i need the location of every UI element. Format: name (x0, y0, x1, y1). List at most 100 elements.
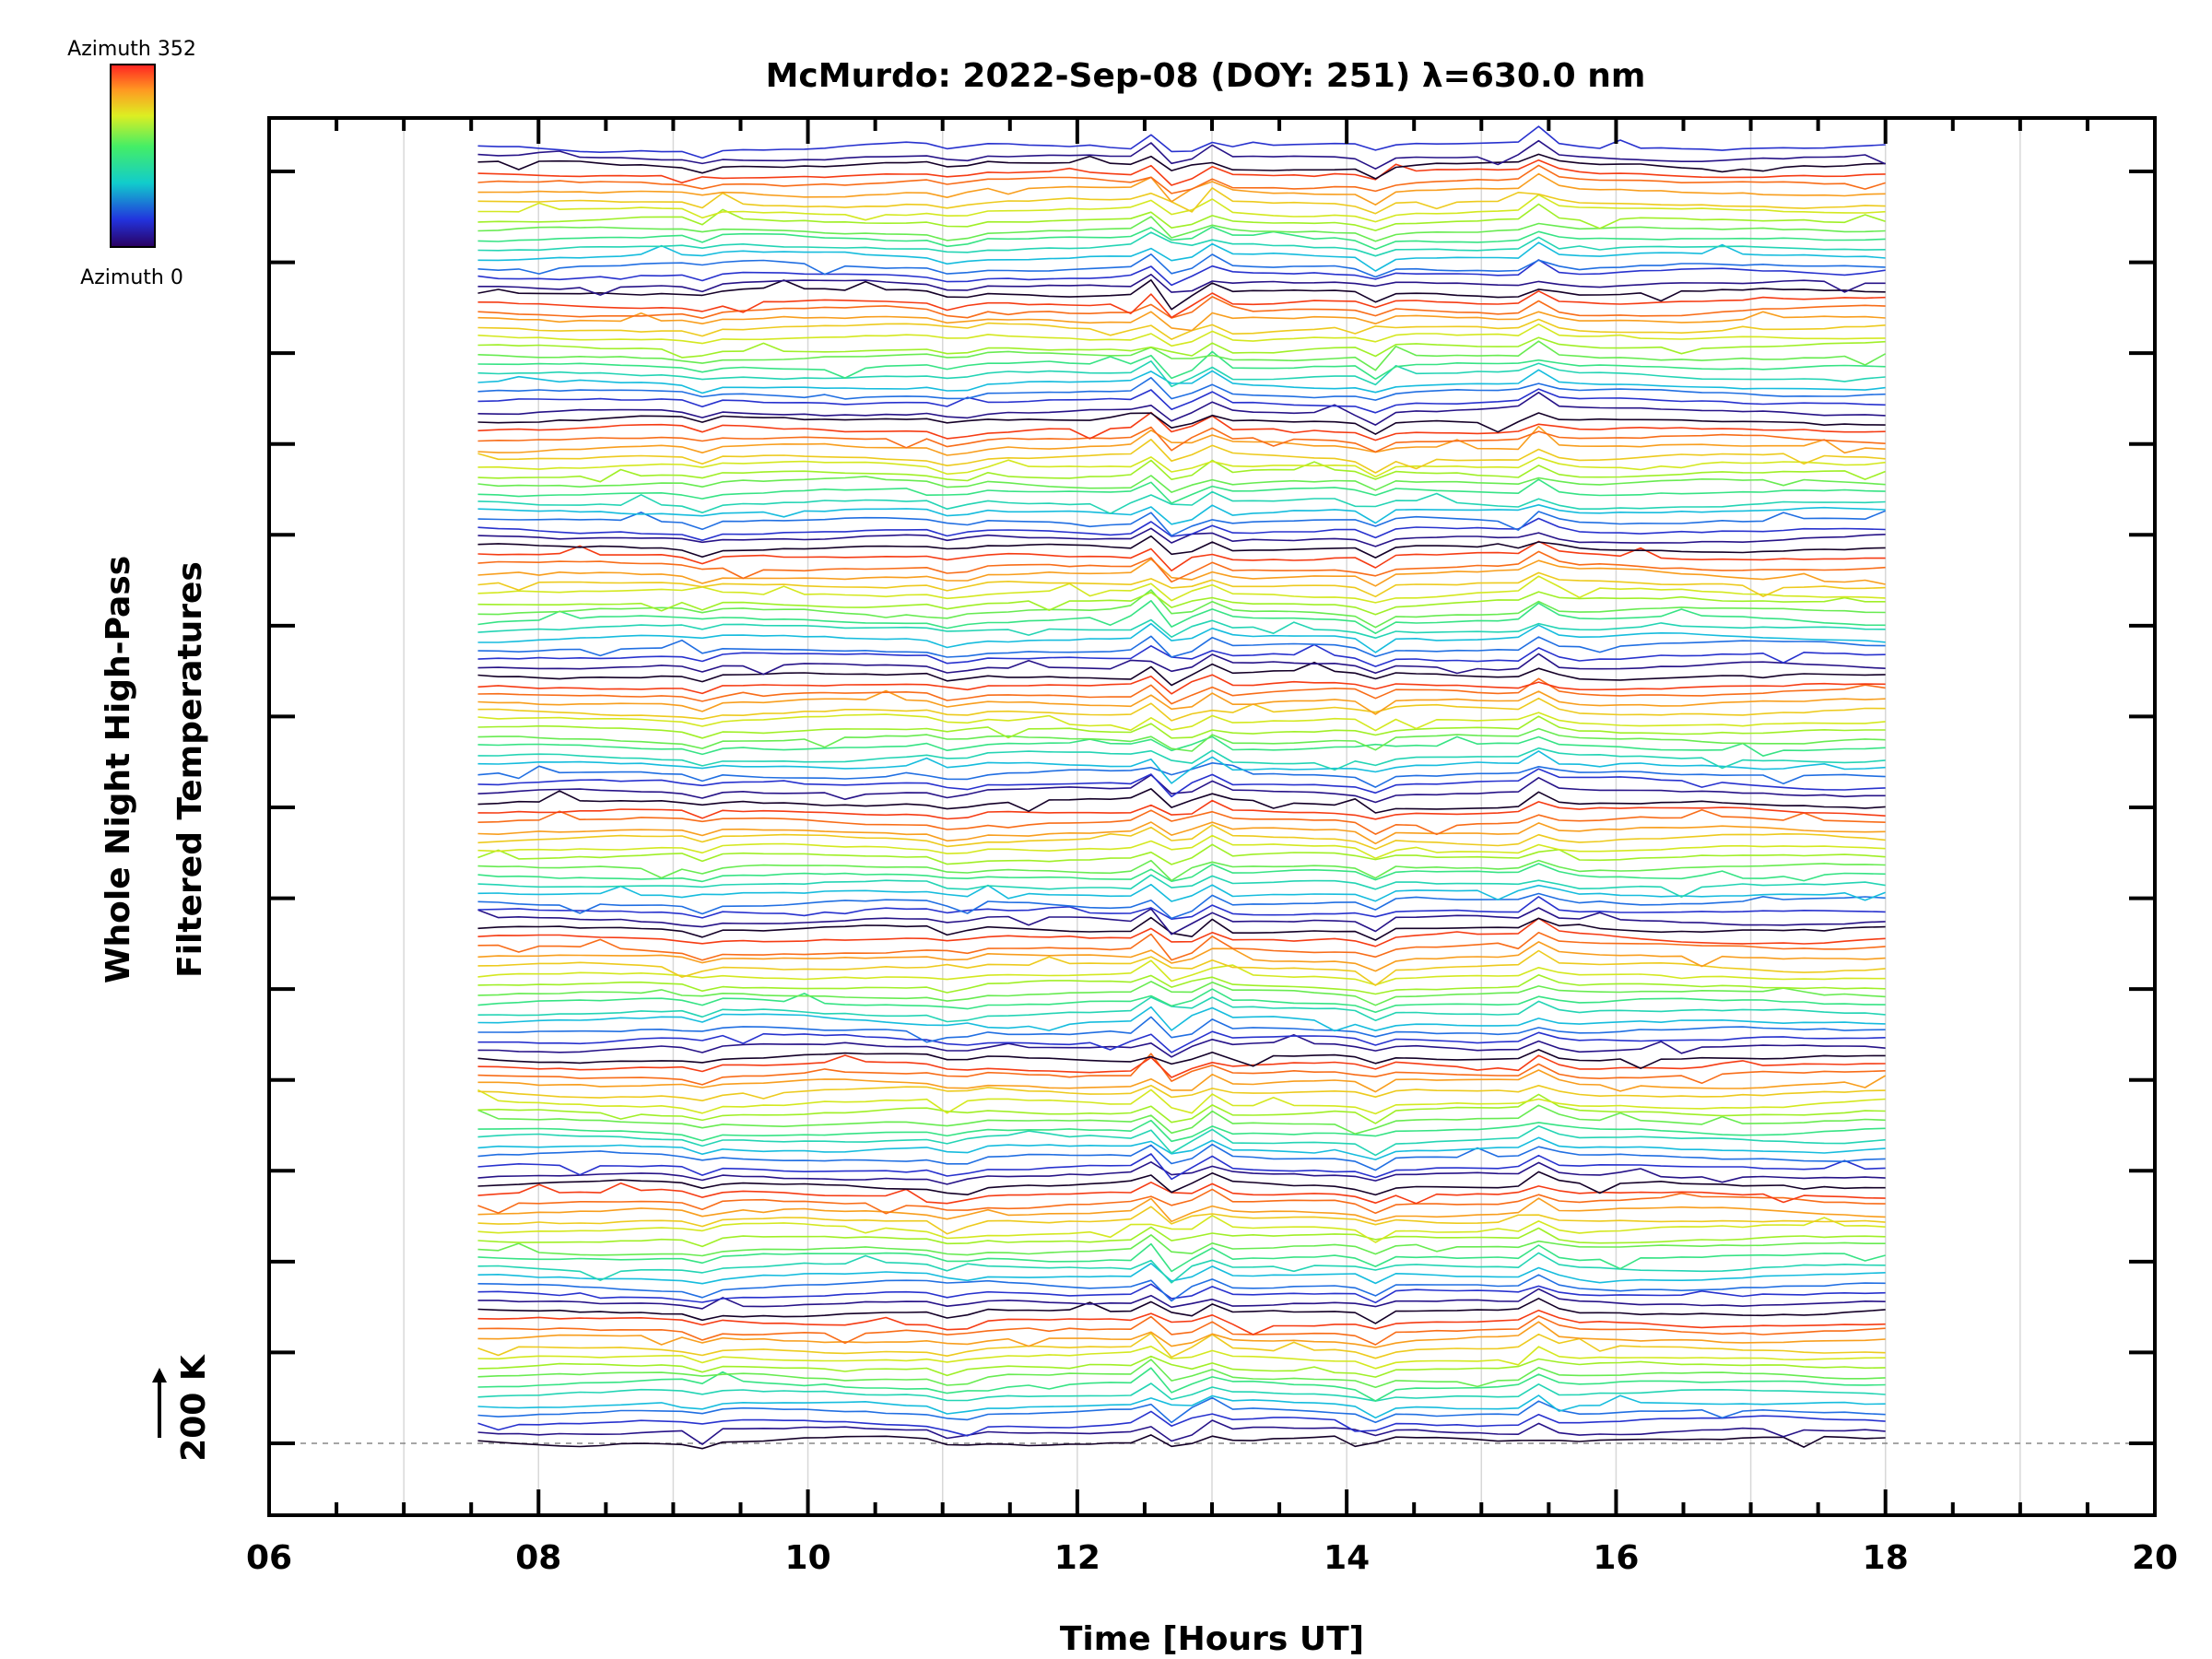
series-line (477, 988, 1886, 1013)
series-line (477, 750, 1886, 784)
series-line (477, 1049, 1886, 1069)
series-line (477, 253, 1886, 278)
series-line (477, 259, 1886, 287)
series-line (477, 808, 1886, 836)
series-line (477, 1104, 1886, 1135)
scale-indicator: 200 K (152, 1354, 213, 1462)
series-line (477, 735, 1886, 758)
series-line (477, 203, 1886, 231)
series-line (477, 959, 1886, 986)
series-line (477, 503, 1886, 525)
series-line (477, 1396, 1886, 1424)
series-line (477, 824, 1886, 851)
series-line (477, 438, 1886, 474)
series-line (477, 139, 1887, 170)
series-line (477, 1274, 1886, 1302)
scale-label: 200 K (175, 1354, 213, 1462)
series-line (477, 761, 1886, 788)
series-line (477, 1382, 1886, 1402)
series-line (477, 821, 1886, 845)
series-line (477, 1332, 1886, 1359)
series-line (477, 159, 1886, 186)
series-line (477, 1197, 1886, 1223)
series-line (477, 1298, 1886, 1324)
series-line (477, 907, 1886, 935)
x-tick-label: 16 (1593, 1539, 1639, 1577)
series-line (477, 571, 1886, 598)
series-line (477, 674, 1886, 695)
series-line (477, 336, 1886, 359)
series-line (477, 1419, 1886, 1445)
series-line (477, 459, 1886, 483)
series-line (477, 575, 1886, 604)
series-line (477, 278, 1886, 311)
series-line (477, 388, 1886, 414)
series-line (477, 164, 1886, 194)
series-line (477, 1153, 1886, 1181)
tick-layer (267, 118, 2157, 1515)
series-line (477, 941, 1886, 972)
series-line (477, 273, 1886, 296)
series-line (477, 981, 1886, 1006)
series-line (477, 490, 1886, 515)
series-line (477, 323, 1886, 347)
series-line (477, 517, 1886, 542)
series-line (477, 1171, 1886, 1196)
series-line (477, 340, 1887, 371)
series-line (477, 1034, 1886, 1058)
series-line (477, 1182, 1886, 1205)
colorbar-top-label: Azimuth 352 (67, 38, 196, 61)
x-tick-label: 12 (1054, 1539, 1100, 1577)
series-line (477, 376, 1886, 401)
series-line (477, 917, 1886, 947)
series-line (477, 1084, 1886, 1101)
series-line (477, 296, 1886, 320)
series-line (477, 318, 1886, 340)
x-axis-label: Time [Hours UT] (1060, 1620, 1364, 1658)
series-line (477, 350, 1886, 381)
series-line (477, 1367, 1886, 1402)
series-line (477, 1309, 1886, 1335)
series-line (477, 172, 1886, 206)
scale-arrow-head (152, 1368, 167, 1382)
series-line (477, 863, 1886, 883)
series-line (477, 1226, 1886, 1248)
series-line (477, 883, 1886, 902)
x-tick-label: 18 (1863, 1539, 1909, 1577)
colorbar-gradient (110, 64, 156, 248)
series-line (477, 1093, 1886, 1124)
series-line (477, 1143, 1886, 1171)
series-line (477, 1321, 1886, 1348)
series-line (477, 527, 1886, 547)
series-line (477, 411, 1886, 441)
series-line (477, 540, 1886, 572)
series-line (477, 187, 1886, 215)
series-line (477, 1315, 1886, 1346)
series-line (477, 1252, 1886, 1284)
chart-title: McMurdo: 2022-Sep-08 (DOY: 251) λ=630.0 … (766, 57, 1646, 95)
trace-layer (477, 125, 1887, 1450)
series-line (477, 1206, 1886, 1235)
y-axis-label-line2: Filtered Temperatures (171, 561, 209, 978)
series-line (477, 194, 1886, 223)
series-line (477, 715, 1886, 739)
series-line (477, 241, 1886, 272)
series-line (477, 1346, 1886, 1370)
series-line (477, 1355, 1886, 1378)
colorbar: Azimuth 352 Azimuth 0 (67, 38, 196, 289)
series-line (477, 426, 1886, 453)
series-line (477, 1069, 1887, 1093)
series-line (477, 1434, 1886, 1450)
series-line (477, 712, 1886, 732)
series-line (477, 843, 1886, 865)
series-line (477, 859, 1886, 882)
series-line (477, 653, 1886, 676)
series-line (477, 550, 1886, 583)
series-line (477, 974, 1886, 995)
series-line (477, 1394, 1886, 1419)
series-line (477, 916, 1886, 941)
series-line (477, 1234, 1886, 1257)
series-line (477, 1359, 1886, 1388)
series-line (477, 1215, 1886, 1243)
